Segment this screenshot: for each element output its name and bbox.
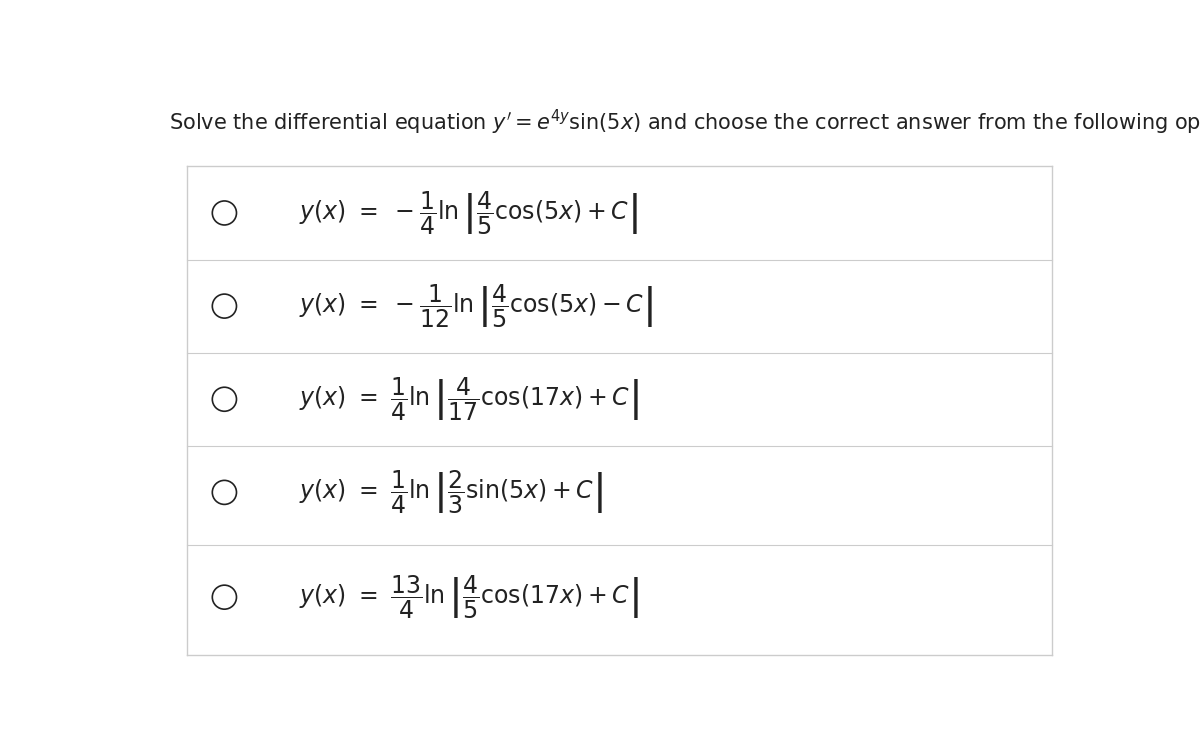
Text: $y(x) \ = \ -\dfrac{1}{4}\ln\left|\dfrac{4}{5}\cos(5x) + C\right|$: $y(x) \ = \ -\dfrac{1}{4}\ln\left|\dfrac… <box>299 189 637 237</box>
Text: $y(x) \ = \ \dfrac{13}{4}\ln\left|\dfrac{4}{5}\cos(17x) + C\right|$: $y(x) \ = \ \dfrac{13}{4}\ln\left|\dfrac… <box>299 574 638 621</box>
Text: Solve the differential equation $y' = e^{4y}\sin(5x)$ and choose the correct ans: Solve the differential equation $y' = e^… <box>168 108 1200 138</box>
Text: $y(x) \ = \ \dfrac{1}{4}\ln\left|\dfrac{2}{3}\sin(5x) + C\right|$: $y(x) \ = \ \dfrac{1}{4}\ln\left|\dfrac{… <box>299 469 602 516</box>
Text: $y(x) \ = \ -\dfrac{1}{12}\ln\left|\dfrac{4}{5}\cos(5x) - C\right|$: $y(x) \ = \ -\dfrac{1}{12}\ln\left|\dfra… <box>299 283 653 330</box>
Text: $y(x) \ = \ \dfrac{1}{4}\ln\left|\dfrac{4}{17}\cos(17x) + C\right|$: $y(x) \ = \ \dfrac{1}{4}\ln\left|\dfrac{… <box>299 376 638 423</box>
